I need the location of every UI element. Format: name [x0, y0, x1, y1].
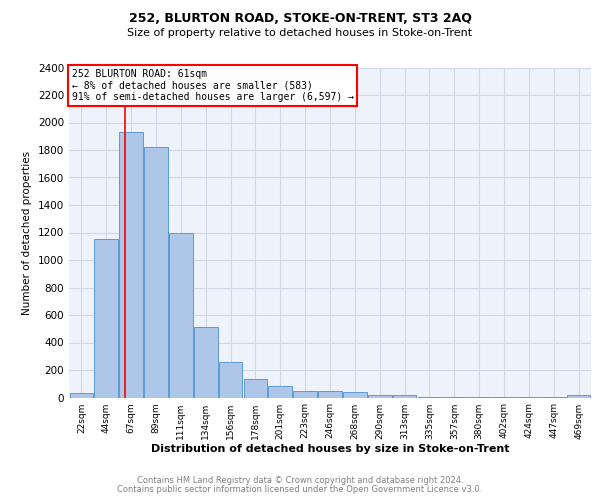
Text: 252 BLURTON ROAD: 61sqm
← 8% of detached houses are smaller (583)
91% of semi-de: 252 BLURTON ROAD: 61sqm ← 8% of detached…: [71, 69, 353, 102]
Bar: [467, 397, 491, 398]
Bar: [393, 396, 416, 398]
Bar: [268, 386, 292, 398]
Bar: [542, 397, 566, 398]
Bar: [343, 392, 367, 398]
Bar: [318, 392, 342, 398]
X-axis label: Distribution of detached houses by size in Stoke-on-Trent: Distribution of detached houses by size …: [151, 444, 509, 454]
Y-axis label: Number of detached properties: Number of detached properties: [22, 150, 32, 314]
Bar: [442, 397, 466, 398]
Bar: [219, 362, 242, 398]
Text: Contains public sector information licensed under the Open Government Licence v3: Contains public sector information licen…: [118, 485, 482, 494]
Bar: [567, 395, 590, 398]
Bar: [169, 232, 193, 398]
Bar: [119, 132, 143, 398]
Text: Contains HM Land Registry data © Crown copyright and database right 2024.: Contains HM Land Registry data © Crown c…: [137, 476, 463, 485]
Bar: [293, 390, 317, 398]
Bar: [194, 328, 218, 398]
Bar: [492, 397, 516, 398]
Bar: [517, 397, 541, 398]
Bar: [94, 240, 118, 398]
Bar: [244, 379, 267, 398]
Bar: [70, 394, 93, 398]
Text: 252, BLURTON ROAD, STOKE-ON-TRENT, ST3 2AQ: 252, BLURTON ROAD, STOKE-ON-TRENT, ST3 2…: [128, 12, 472, 26]
Bar: [144, 146, 168, 398]
Bar: [418, 397, 441, 398]
Text: Size of property relative to detached houses in Stoke-on-Trent: Size of property relative to detached ho…: [127, 28, 473, 38]
Bar: [368, 395, 392, 398]
